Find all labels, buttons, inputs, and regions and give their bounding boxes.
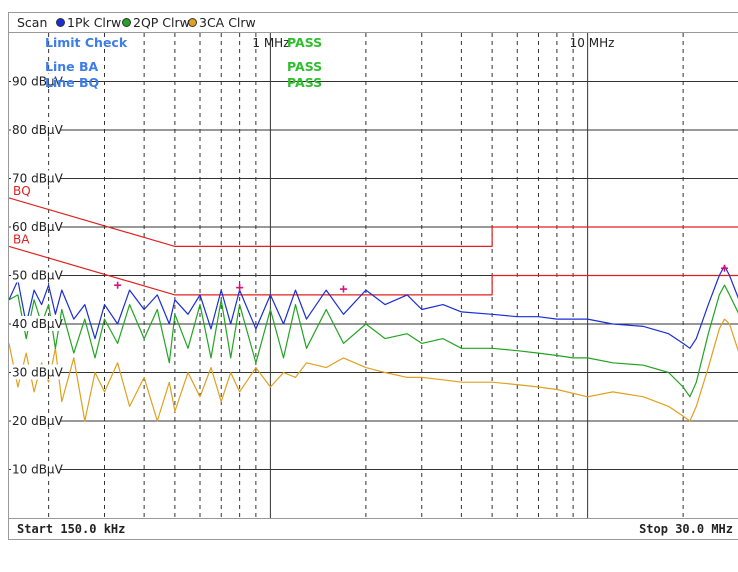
ytick-label: 50 dBµV bbox=[12, 269, 64, 283]
ytick-bg bbox=[11, 170, 60, 186]
trace-line-1 bbox=[9, 265, 738, 349]
chart-grid bbox=[9, 33, 738, 518]
limit-check-row-label: Line BA bbox=[45, 59, 99, 74]
limit-label-ba: BA bbox=[13, 232, 30, 246]
ytick-bg bbox=[11, 122, 60, 137]
limit-label-bq: BQ bbox=[13, 184, 31, 198]
ytick-bg bbox=[11, 316, 60, 331]
scan-label: Scan bbox=[17, 15, 48, 30]
trace-1-label[interactable]: 1Pk Clrw bbox=[67, 15, 122, 30]
limit-check-row-status: PASS bbox=[287, 75, 322, 90]
limit-check-panel: Limit Check PASS Line BA PASS Line BQ PASS bbox=[45, 35, 322, 90]
ytick-label: 80 dBµV bbox=[12, 123, 64, 137]
ytick-bg bbox=[11, 461, 60, 477]
ytick-label: 40 dBµV bbox=[12, 317, 64, 331]
peak-marker bbox=[236, 284, 244, 292]
ytick-bg bbox=[11, 73, 60, 89]
frequency-footer: Start 150.0 kHz Stop 30.0 MHz bbox=[9, 518, 738, 539]
trace-2-label[interactable]: 2QP Clrw bbox=[133, 15, 190, 30]
limit-check-row-status: PASS bbox=[287, 59, 322, 74]
trace-lines bbox=[9, 265, 738, 422]
start-frequency: Start 150.0 kHz bbox=[17, 522, 126, 536]
ytick-label: 20 dBµV bbox=[12, 414, 64, 428]
spectrum-chart[interactable]: BQ BA 10 dBµV 20 dBµV 30 dBµV 40 dBµV 50 dBµV 6… bbox=[9, 33, 738, 518]
peak-marker bbox=[114, 281, 122, 289]
ytick-label: 60 dBµV bbox=[12, 220, 64, 234]
limit-line-bq bbox=[9, 197, 738, 247]
peak-markers bbox=[114, 264, 728, 293]
ytick-label: 70 dBµV bbox=[12, 172, 64, 186]
peak-marker bbox=[339, 285, 347, 293]
ytick-label: 90 dBµV bbox=[12, 75, 64, 89]
ytick-bg bbox=[11, 267, 60, 283]
trace-3-dot-icon[interactable] bbox=[188, 18, 197, 27]
limit-line-ba bbox=[9, 245, 738, 296]
trace-line-2 bbox=[9, 284, 738, 398]
trace-2-dot-icon[interactable] bbox=[122, 18, 131, 27]
ytick-label: 30 dBµV bbox=[12, 366, 64, 380]
ytick-bg bbox=[11, 364, 60, 380]
ytick-bg bbox=[11, 219, 60, 234]
limit-check-row-label: Line BQ bbox=[45, 75, 99, 90]
peak-marker bbox=[720, 264, 728, 272]
stop-frequency: Stop 30.0 MHz bbox=[639, 522, 733, 536]
trace-header: Scan 1Pk Clrw 2QP Clrw 3CA Clrw bbox=[9, 13, 738, 33]
limit-lines bbox=[9, 197, 738, 296]
limit-check-status: PASS bbox=[287, 35, 322, 50]
xtick-label: 10 MHz bbox=[570, 36, 615, 50]
trace-1-dot-icon[interactable] bbox=[56, 18, 65, 27]
trace-3-label[interactable]: 3CA Clrw bbox=[199, 15, 256, 30]
xtick-label: 1 MHz bbox=[252, 36, 289, 50]
limit-check-title: Limit Check bbox=[45, 35, 128, 50]
trace-line-3 bbox=[9, 318, 738, 422]
ytick-label: 10 dBµV bbox=[12, 463, 64, 477]
axis-labels: BQ BA 10 dBµV 20 dBµV 30 dBµV 40 dBµV 50 dBµV 6… bbox=[11, 36, 614, 477]
ytick-bg bbox=[11, 413, 60, 428]
measurement-frame: Scan 1Pk Clrw 2QP Clrw 3CA Clrw BQ BA 10 d… bbox=[8, 12, 738, 540]
